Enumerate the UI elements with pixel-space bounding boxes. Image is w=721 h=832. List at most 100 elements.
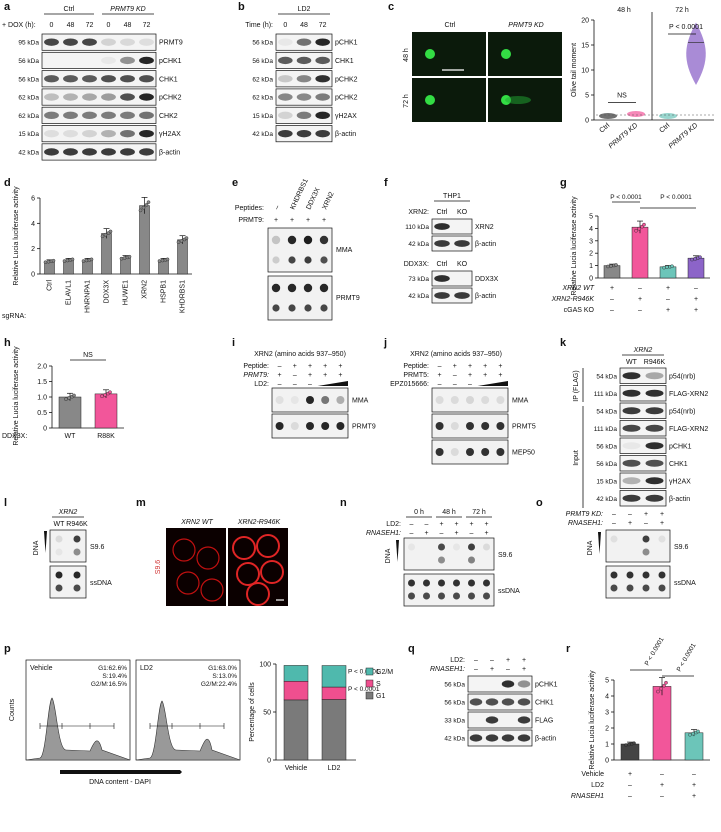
band: [645, 424, 664, 432]
panel-letter: a: [4, 1, 11, 13]
time-label: 48 h: [442, 509, 456, 516]
time-label: 72: [319, 22, 327, 29]
band: [63, 38, 78, 46]
data-point: [72, 393, 76, 398]
kda-label: 62 kDa: [252, 76, 273, 83]
sign: +: [694, 307, 698, 314]
blot-label: MMA: [336, 247, 353, 254]
blot-label: MMA: [512, 398, 529, 405]
condition-label: Vehicle: [581, 771, 604, 778]
sign: +: [338, 363, 342, 370]
y-axis-label: Olive tail moment: [571, 43, 578, 97]
blot-label: S9.6: [498, 552, 513, 559]
data-point: [696, 729, 700, 734]
time-label: 0: [107, 22, 111, 29]
x-category: HUWE1: [123, 280, 130, 305]
sign: +: [278, 372, 282, 379]
data-point: [662, 265, 666, 270]
histogram: [135, 700, 241, 761]
x-axis-label: DDX3X:: [2, 433, 27, 440]
x-category: ELAVL1: [66, 280, 73, 305]
sign: –: [612, 520, 616, 527]
sign: +: [638, 296, 642, 303]
x-category: WT: [65, 433, 77, 440]
band: [139, 129, 154, 138]
band: [82, 148, 97, 156]
kda-label: 56 kDa: [252, 40, 273, 47]
blot-row: [467, 693, 533, 711]
dot: [642, 584, 650, 592]
dot: [73, 571, 81, 579]
kda-label: 42 kDa: [18, 149, 39, 156]
data-point: [632, 741, 636, 746]
dna-wedge: [396, 540, 399, 562]
blot-label: S9.6: [674, 544, 689, 551]
sign: +: [453, 363, 457, 370]
band: [485, 716, 499, 724]
x-axis-label: DNA content - DAPI: [89, 779, 151, 786]
sign: +: [628, 520, 632, 527]
panel-letter: f: [384, 177, 388, 189]
sign: –: [628, 511, 632, 518]
panel-letter: p: [4, 643, 11, 655]
protein-label: β-actin: [159, 149, 180, 156]
sign: –: [438, 381, 442, 388]
dot: [435, 422, 444, 430]
group-label: LD2: [298, 6, 311, 13]
band: [139, 38, 154, 46]
data-point: [662, 683, 666, 688]
protein-label: pCHK1: [669, 443, 692, 450]
dot: [272, 304, 280, 312]
protein-label: pCHK2: [335, 95, 358, 102]
violin: [599, 113, 617, 119]
p-box: [347, 667, 379, 678]
band: [434, 223, 450, 230]
panel-letter: h: [4, 337, 11, 349]
x-category: HSPB1: [161, 280, 168, 303]
data-point: [642, 222, 646, 227]
kda-label: 42 kDa: [408, 241, 429, 248]
column-label: Ctrl: [437, 261, 448, 268]
y-tick-label: 2.0: [37, 364, 47, 371]
blot-row: [467, 711, 533, 729]
band: [139, 93, 154, 101]
row-label: PRMT9:: [243, 372, 269, 379]
row-label: LD2:: [386, 521, 401, 528]
sign: +: [660, 520, 664, 527]
blot-label: PRMT9: [336, 295, 360, 302]
row-label: PRMT5:: [403, 372, 429, 379]
time-label: 72: [143, 22, 151, 29]
bracket-label: Input: [573, 450, 580, 466]
stacked-segment: [321, 699, 347, 761]
kda-label: 111 kDa: [594, 426, 618, 433]
kda-label: 56 kDa: [252, 58, 273, 65]
dot: [642, 535, 650, 543]
sign: +: [483, 372, 487, 379]
comet-row-label: 72 h: [403, 94, 410, 108]
bar: [620, 743, 640, 761]
blot-row: [619, 367, 667, 384]
blot-row: [467, 675, 533, 693]
row-label: Peptide:: [403, 363, 429, 370]
data-point: [665, 265, 669, 269]
band: [296, 38, 312, 46]
protein-label: FLAG-XRN2: [669, 391, 708, 398]
data-point: [103, 232, 108, 237]
blot-row: [41, 106, 157, 124]
dot: [73, 584, 81, 592]
band: [485, 698, 499, 706]
comet-col-label: Ctrl: [445, 22, 456, 29]
sign: –: [610, 307, 614, 314]
sign: +: [468, 372, 472, 379]
histogram-title: LD2: [140, 665, 153, 672]
band: [434, 292, 450, 299]
sign: –: [308, 381, 312, 388]
dot: [438, 579, 445, 587]
kda-label: 62 kDa: [252, 95, 273, 102]
sign: –: [638, 285, 642, 292]
dot-blot: [605, 529, 671, 563]
data-point: [100, 234, 105, 239]
data-point: [127, 254, 132, 259]
dose-wedge: [317, 381, 348, 386]
